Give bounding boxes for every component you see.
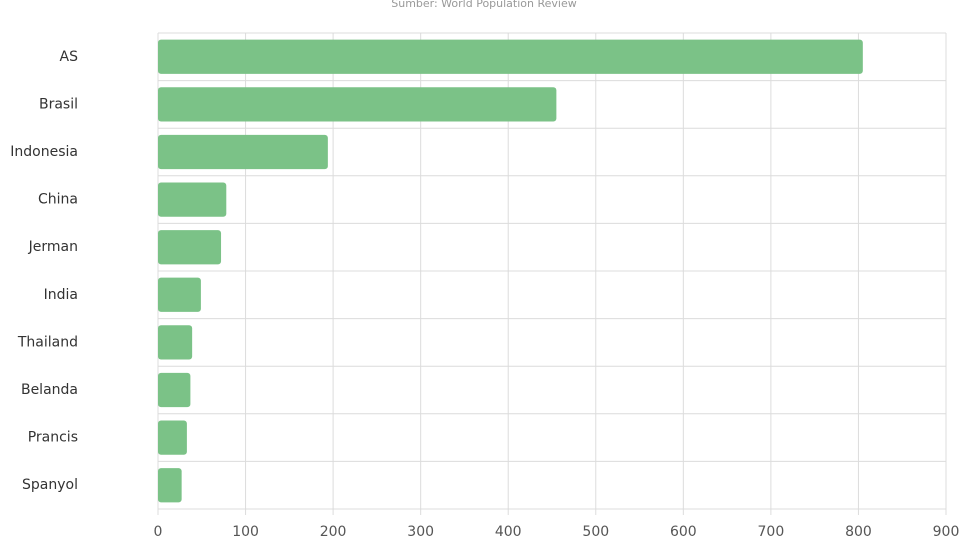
bar bbox=[158, 420, 187, 455]
x-tick-label: 800 bbox=[845, 524, 872, 540]
y-tick-label: Spanyol bbox=[22, 477, 78, 493]
y-tick-label: Brasil bbox=[39, 96, 78, 112]
y-tick-label: AS bbox=[60, 49, 79, 65]
x-tick-label: 700 bbox=[758, 524, 785, 540]
bar bbox=[158, 39, 863, 74]
y-tick-label: China bbox=[38, 192, 78, 208]
y-tick-label: Prancis bbox=[28, 430, 78, 446]
bar bbox=[158, 325, 193, 360]
bar bbox=[158, 277, 201, 312]
bar bbox=[158, 468, 182, 503]
x-tick-label: 500 bbox=[582, 524, 609, 540]
bar bbox=[158, 134, 328, 170]
y-tick-label: Thailand bbox=[17, 334, 78, 350]
bar bbox=[158, 230, 222, 265]
y-tick-label: India bbox=[44, 287, 78, 303]
x-tick-label: 200 bbox=[320, 524, 347, 540]
bar bbox=[158, 372, 191, 408]
x-tick-label: 0 bbox=[154, 524, 163, 540]
bar bbox=[158, 182, 227, 217]
y-tick-label: Jerman bbox=[28, 239, 78, 255]
x-tick-label: 600 bbox=[670, 524, 697, 540]
x-tick-label: 100 bbox=[232, 524, 259, 540]
y-tick-label: Belanda bbox=[21, 382, 78, 398]
x-tick-label: 900 bbox=[933, 524, 960, 540]
chart-subtitle: Sumber: World Population Review bbox=[391, 0, 577, 10]
y-tick-label: Indonesia bbox=[10, 144, 78, 160]
x-tick-label: 300 bbox=[407, 524, 434, 540]
bar bbox=[158, 87, 557, 122]
x-tick-label: 400 bbox=[495, 524, 522, 540]
